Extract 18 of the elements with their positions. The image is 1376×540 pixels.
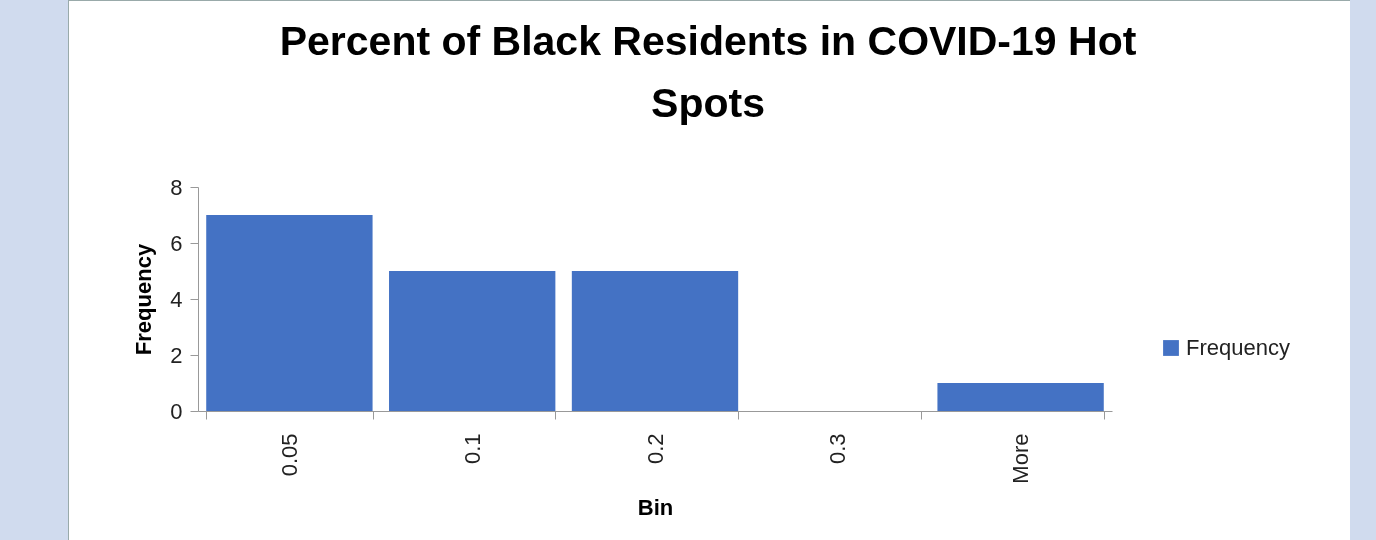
legend-label: Frequency	[1186, 335, 1290, 360]
bar	[206, 215, 373, 411]
bar	[937, 383, 1104, 411]
y-tick-label: 6	[170, 230, 183, 256]
y-tick-label: 4	[170, 286, 183, 312]
x-tick-label: 0.3	[825, 433, 851, 465]
y-tick-label: 2	[170, 342, 183, 368]
chart-title: Percent of Black Residents in COVID-19 Hot Spots	[279, 18, 1137, 126]
x-tick-label: More	[1008, 433, 1034, 484]
bar	[571, 271, 739, 411]
x-tick-label: 0.05	[276, 433, 302, 477]
y-tick-label: 0	[170, 398, 183, 424]
y-tick-label: 8	[170, 174, 183, 200]
y-axis-title: Frequency	[131, 243, 157, 356]
x-axis-title: Bin	[637, 494, 674, 520]
x-tick-label: 0.2	[642, 433, 668, 465]
bar	[389, 271, 556, 411]
x-tick-label: 0.1	[459, 433, 485, 465]
